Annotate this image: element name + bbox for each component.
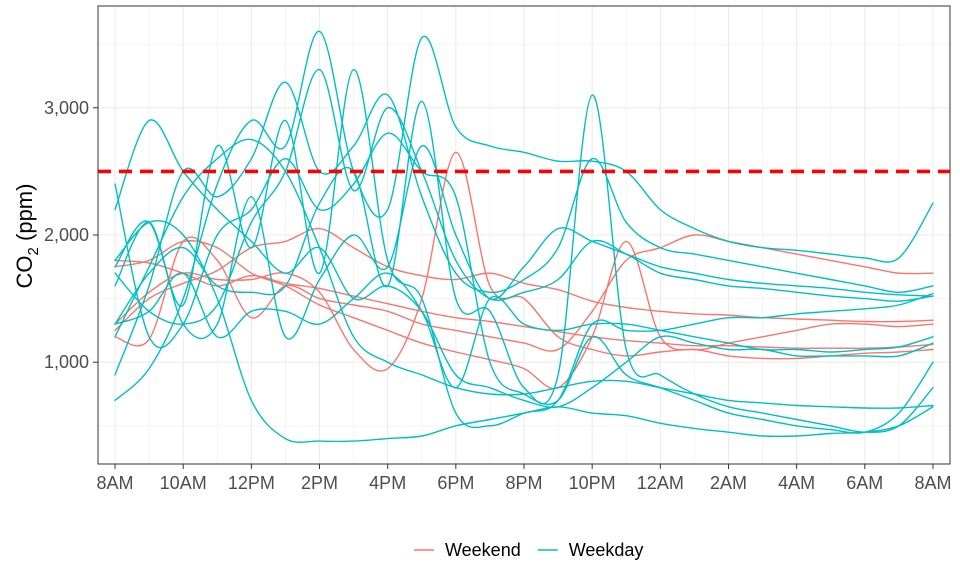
x-tick-label: 4PM — [369, 473, 406, 493]
weekend-series-line — [114, 259, 934, 349]
x-tick-label: 6AM — [846, 473, 883, 493]
weekday-series-line — [114, 138, 934, 409]
weekday-series-line — [114, 94, 934, 433]
x-tick-label: 6PM — [437, 473, 474, 493]
y-tick-label: 1,000 — [44, 352, 89, 372]
legend: Weekend Weekday — [414, 540, 643, 560]
x-tick-label: 2AM — [710, 473, 747, 493]
weekday-series-line — [114, 119, 934, 408]
series-lines — [114, 30, 934, 443]
x-tick-label: 8AM — [914, 473, 951, 493]
x-tick-label: 2PM — [301, 473, 338, 493]
x-tick-label: 8PM — [505, 473, 542, 493]
x-tick-label: 10PM — [569, 473, 616, 493]
y-axis-title: CO2 (ppm) — [12, 184, 42, 289]
x-tick-label: 12AM — [637, 473, 684, 493]
y-axis-ticks: 1,000 2,000 3,000 — [44, 98, 98, 372]
weekday-series-line — [114, 68, 934, 325]
x-tick-label: 4AM — [778, 473, 815, 493]
weekend-series-line — [114, 151, 934, 372]
weekday-series-line — [114, 81, 934, 376]
x-tick-label: 12PM — [228, 473, 275, 493]
weekday-series-line — [114, 30, 934, 402]
weekend-series-line — [114, 234, 934, 352]
x-tick-label: 8AM — [97, 473, 134, 493]
legend-label-weekend: Weekend — [445, 540, 521, 560]
y-tick-label: 2,000 — [44, 225, 89, 245]
weekday-series-line — [114, 68, 934, 429]
weekday-series-line — [114, 132, 934, 434]
x-tick-label: 10AM — [160, 473, 207, 493]
legend-label-weekday: Weekday — [569, 540, 644, 560]
weekend-series-line — [114, 240, 934, 390]
weekday-series-line — [114, 272, 934, 389]
weekday-series-line — [114, 219, 934, 443]
weekday-series-line — [114, 145, 934, 340]
x-axis-ticks: 8AM 10AM 12PM 2PM 4PM 6PM 8PM 10PM 12AM 2AM 4AM 6AM… — [97, 464, 951, 493]
y-tick-label: 3,000 — [44, 98, 89, 118]
